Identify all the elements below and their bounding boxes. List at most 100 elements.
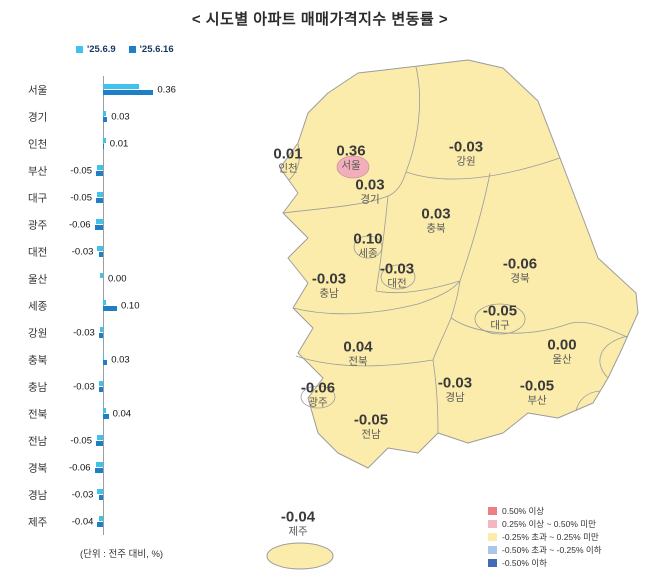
region-name: 인천 xyxy=(278,162,298,175)
bar-this-week xyxy=(98,252,103,257)
row-category-label: 전남 xyxy=(28,435,48,447)
region-value: 0.03 xyxy=(421,205,451,223)
region-name: 경기 xyxy=(360,193,380,206)
bar-this-week xyxy=(96,441,103,446)
bar-this-week xyxy=(97,522,103,527)
row-value-label: -0.03 xyxy=(71,246,94,257)
region-label: -0.03 경남 xyxy=(438,375,472,405)
chart-row: 제주 -0.04 xyxy=(18,508,236,535)
region-value: 0.01 xyxy=(273,145,303,163)
row-category-label: 경기 xyxy=(28,111,48,123)
row-value-label: -0.05 xyxy=(70,165,92,176)
bar-this-week xyxy=(98,333,103,338)
bar-this-week xyxy=(103,414,109,419)
row-value-label: 0.00 xyxy=(108,273,127,284)
row-category-label: 대구 xyxy=(28,192,48,204)
bar-prev-week xyxy=(97,489,103,494)
region-label: 0.03 충북 xyxy=(421,205,451,236)
region-value: 0.10 xyxy=(353,230,383,248)
chart-row: 광주 -0.06 xyxy=(18,211,236,238)
region-name: 세종 xyxy=(358,247,378,260)
region-label: 0.01 인천 xyxy=(273,145,303,176)
region-value: 0.04 xyxy=(343,338,373,356)
region-value: -0.03 xyxy=(379,260,415,278)
map-legend-item: -0.50% 초과 ~ -0.25% 이하 xyxy=(488,543,602,556)
region-name: 경북 xyxy=(510,272,530,285)
bar-this-week xyxy=(94,468,103,473)
region-name: 울산 xyxy=(552,353,572,366)
gwangju-region xyxy=(300,385,336,409)
bar-prev-week xyxy=(97,192,103,197)
bar-prev-week xyxy=(97,165,103,170)
bar-prev-week xyxy=(97,246,103,251)
unit-note: (단위 : 전주 대비, %) xyxy=(80,549,164,560)
region-name: 제주 xyxy=(288,525,308,538)
page-title: < 시도별 아파트 매매가격지수 변동률 > xyxy=(191,11,449,28)
bar-prev-week xyxy=(98,381,103,386)
bar-this-week xyxy=(94,225,103,230)
legend-label: 0.25% 이상 ~ 0.50% 미만 xyxy=(502,518,596,529)
row-category-label: 경북 xyxy=(28,462,48,474)
chart-row: 경남 -0.03 xyxy=(18,481,236,508)
region-value: 0.03 xyxy=(355,176,385,194)
bar-chart: '25.6.9 '25.6.16 서울 0.36 경기 0.03 인천 0.01 부산 -0.0… xyxy=(18,42,236,577)
bar-prev-week xyxy=(103,84,140,89)
bar-this-week xyxy=(103,306,117,311)
bar-prev-week xyxy=(96,219,103,224)
row-value-label: 0.03 xyxy=(111,111,130,122)
legend-label: -0.50% 이하 xyxy=(502,557,547,568)
region-value: -0.03 xyxy=(448,138,484,156)
bar-prev-week xyxy=(103,138,106,143)
region-name: 전남 xyxy=(361,428,381,441)
legend-swatch xyxy=(76,46,83,53)
chart-row: 세종 0.10 xyxy=(18,292,236,319)
region-value: -0.05 xyxy=(482,302,518,320)
sejong-region xyxy=(353,235,383,259)
region-label: -0.04 제주 xyxy=(281,509,315,539)
region-name: 광주 xyxy=(308,396,328,409)
legend-label: 0.50% 이상 xyxy=(502,505,545,516)
row-category-label: 제주 xyxy=(28,516,48,528)
province-borders xyxy=(282,66,629,434)
row-value-label: 0.01 xyxy=(109,138,129,149)
row-value-label: -0.06 xyxy=(68,219,91,230)
region-value: -0.06 xyxy=(300,379,336,397)
region-label: -0.05 전남 xyxy=(354,412,388,442)
bar-this-week xyxy=(103,90,154,95)
region-value: -0.03 xyxy=(311,270,347,288)
row-category-label: 충남 xyxy=(28,381,48,393)
jeju-region xyxy=(266,542,334,570)
legend-label: '25.6.9 xyxy=(87,44,116,55)
chart-legend: '25.6.9 '25.6.16 xyxy=(76,44,174,55)
bar-this-week xyxy=(103,360,108,365)
row-category-label: 광주 xyxy=(28,219,48,231)
map-legend-item: -0.25% 초과 ~ 0.25% 미만 xyxy=(488,530,602,543)
chart-row: 전북 0.04 xyxy=(18,400,236,427)
row-value-label: -0.05 xyxy=(70,192,92,203)
row-category-label: 부산 xyxy=(28,165,48,177)
chart-legend-item: '25.6.16 xyxy=(128,44,174,55)
map-legend-item: 0.50% 이상 xyxy=(488,504,602,517)
map-legend-item: 0.25% 이상 ~ 0.50% 미만 xyxy=(488,517,602,530)
region-name: 경남 xyxy=(445,391,465,404)
row-value-label: -0.03 xyxy=(73,381,95,392)
row-category-label: 강원 xyxy=(28,327,48,339)
row-value-label: -0.06 xyxy=(68,462,91,473)
bar-prev-week xyxy=(103,408,106,413)
region-name: 대전 xyxy=(387,277,407,290)
legend-label: -0.25% 초과 ~ 0.25% 미만 xyxy=(502,531,599,542)
row-value-label: 0.04 xyxy=(112,408,132,419)
row-category-label: 충북 xyxy=(28,354,48,366)
chart-row: 경북 -0.06 xyxy=(18,454,236,481)
axis-line xyxy=(103,76,104,535)
bar-this-week xyxy=(96,171,103,176)
region-value: 0.00 xyxy=(547,336,577,354)
row-value-label: -0.03 xyxy=(73,327,95,338)
chart-row: 부산 -0.05 xyxy=(18,157,236,184)
row-category-label: 세종 xyxy=(28,300,48,312)
legend-swatch xyxy=(488,519,497,528)
daegu-region xyxy=(474,303,526,335)
bar-this-week xyxy=(96,198,103,203)
bar-prev-week xyxy=(100,273,103,278)
map-legend: 0.50% 이상 0.25% 이상 ~ 0.50% 미만 -0.25% 초과 ~ 0… xyxy=(488,504,602,569)
